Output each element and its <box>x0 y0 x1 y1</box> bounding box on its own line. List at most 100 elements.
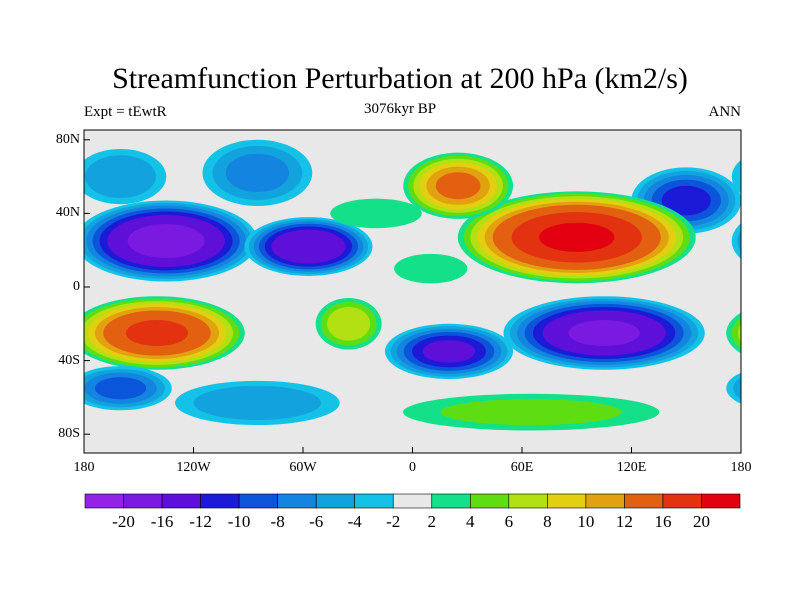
contour-indian-ocean-low <box>0 307 18 359</box>
colorbar-label: -6 <box>309 512 324 531</box>
colorbar-label: 8 <box>543 512 552 531</box>
contour-ne-pacific-low <box>764 215 800 267</box>
contour-nw-pacific-low <box>661 185 711 216</box>
contour-ne-pacific-low <box>731 223 741 259</box>
contour-south-pacific-low <box>94 377 147 400</box>
time-label: 3076kyr BP <box>363 101 437 117</box>
contour-alaska-low <box>742 155 800 198</box>
contour-indian-ocean-low <box>0 310 9 355</box>
contour-ne-pacific-low <box>785 224 800 258</box>
colorbar-box <box>431 493 471 509</box>
colorbar-box <box>624 493 664 509</box>
contour-atlantic-high <box>330 198 422 229</box>
contour-south-pacific-low <box>733 377 741 400</box>
colorbar-label: 4 <box>466 512 475 531</box>
x-tick-label: 60E <box>510 460 534 475</box>
contour-south-pacific-low <box>752 377 800 399</box>
y-tick-label: 80N <box>55 131 80 147</box>
contour-asian-high <box>0 205 4 270</box>
colorbar-label: -12 <box>189 512 212 531</box>
contour-antarctic-high <box>0 394 2 431</box>
colorbar-label: -8 <box>270 512 285 531</box>
colorbar-box <box>238 493 278 509</box>
y-tick-label: 40N <box>55 205 80 221</box>
contour-south-america-high <box>327 306 371 341</box>
colorbar-box <box>277 493 317 509</box>
contour-indian-ocean-low <box>0 304 27 362</box>
contour-antarctic-high <box>440 399 622 426</box>
contour-se-pacific-high <box>731 317 741 349</box>
contour-se-pacific-high <box>745 304 800 362</box>
colorbar-box <box>123 493 163 509</box>
contour-se-pacific-high <box>760 310 800 355</box>
colorbar-box <box>200 493 240 509</box>
contour-caribbean-low <box>271 229 346 264</box>
colorbar-box <box>701 493 741 509</box>
season-label: ANN <box>708 104 742 120</box>
contour-se-pacific-high <box>783 320 800 346</box>
experiment-label: Expt = tEwtR <box>84 104 167 120</box>
x-tick-label: 120E <box>616 460 647 475</box>
contour-indian-ocean-low <box>568 319 640 347</box>
contour-asian-high <box>539 222 615 252</box>
contour-ne-pacific-low <box>737 229 741 253</box>
contour-fill-group <box>0 130 800 453</box>
colorbar-box <box>161 493 201 509</box>
contour-asian-high <box>0 194 33 281</box>
colorbar-label: -2 <box>386 512 401 531</box>
contour-asian-high <box>0 196 26 278</box>
contour-se-pacific-high <box>752 307 800 359</box>
contour-indian-ocean-low <box>0 296 48 370</box>
contour-southern-ocean-low <box>193 385 322 421</box>
colorbar-box <box>585 493 625 509</box>
contour-tropical-atlantic-high <box>394 253 468 284</box>
contour-asian-high <box>0 199 19 276</box>
y-tick-label: 80S <box>58 426 80 442</box>
colorbar-label: -10 <box>227 512 251 531</box>
colorbar-label: -4 <box>347 512 362 531</box>
colorbar-label: 12 <box>615 512 633 531</box>
colorbar-label: 2 <box>427 512 437 531</box>
contour-ne-pacific-low <box>750 208 800 273</box>
contour-south-pacific-low <box>741 373 800 404</box>
colorbar-box <box>508 493 548 509</box>
colorbar-box <box>469 493 510 509</box>
colorbar-label: -20 <box>112 512 135 531</box>
x-tick-label: 60W <box>289 460 317 475</box>
contour-canada-low <box>225 153 290 193</box>
x-tick-label: 120W <box>176 460 211 475</box>
contour-alaska-low <box>85 155 156 198</box>
colorbar-box <box>392 493 433 509</box>
colorbar-label: -16 <box>150 512 174 531</box>
colorbar-box <box>354 493 394 509</box>
contour-se-pacific-high <box>125 319 189 347</box>
colorbar-label: 20 <box>692 512 710 531</box>
contour-ne-pacific-low <box>757 212 800 271</box>
plot-title: Streamfunction Perturbation at 200 hPa (… <box>112 62 688 95</box>
contour-ne-pacific-low <box>127 223 205 259</box>
contour-nw-pacific-low <box>0 180 64 222</box>
contour-asian-high <box>0 202 12 273</box>
contour-asian-high <box>0 191 39 283</box>
colorbar-label: 16 <box>654 512 672 531</box>
colorbar-label: 10 <box>577 512 595 531</box>
contour-south-atlantic-low <box>422 340 476 363</box>
colorbar-box <box>315 493 356 509</box>
colorbar-box <box>662 493 702 509</box>
colorbar-label: 6 <box>504 512 514 531</box>
colorbar-box <box>84 493 124 509</box>
contour-ne-pacific-low <box>743 206 800 277</box>
y-tick-label: 40S <box>58 352 80 368</box>
x-tick-label: 0 <box>409 460 416 475</box>
x-tick-label: 180 <box>730 460 752 475</box>
contour-nw-pacific-low <box>5 186 54 216</box>
y-tick-label: 0 <box>73 279 80 294</box>
x-tick-label: 180 <box>73 460 95 475</box>
contour-indian-ocean-low <box>0 301 34 365</box>
contour-european-high <box>435 172 481 200</box>
colorbar-box <box>547 493 587 509</box>
contour-nw-pacific-low <box>84 198 85 203</box>
contour-indian-ocean-low <box>0 299 41 368</box>
